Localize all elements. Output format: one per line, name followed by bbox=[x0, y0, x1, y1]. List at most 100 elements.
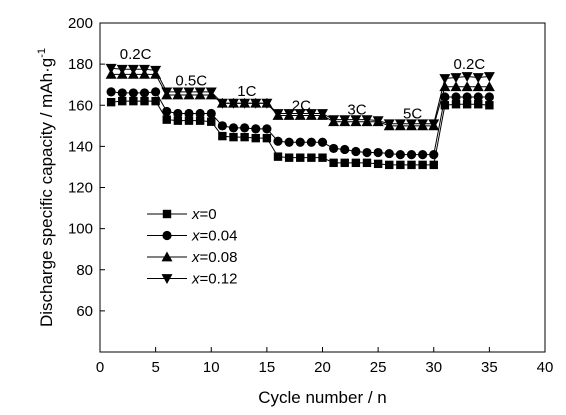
legend-variable: x bbox=[191, 249, 200, 266]
data-point bbox=[417, 119, 429, 130]
legend-value: =0.08 bbox=[200, 249, 238, 266]
data-point bbox=[216, 98, 228, 109]
data-point bbox=[307, 153, 316, 162]
data-point bbox=[240, 132, 249, 142]
data-point bbox=[195, 116, 205, 125]
data-point bbox=[162, 115, 171, 124]
data-point bbox=[351, 158, 361, 168]
y-tick-label: 80 bbox=[76, 262, 93, 279]
x-tick-label: 10 bbox=[203, 359, 220, 376]
data-point bbox=[418, 150, 428, 160]
legend-marker bbox=[162, 230, 172, 241]
data-point bbox=[373, 159, 383, 169]
data-point bbox=[139, 88, 150, 98]
data-point bbox=[474, 100, 483, 109]
data-point bbox=[250, 98, 262, 109]
data-point bbox=[340, 144, 350, 155]
legend-value: =0 bbox=[200, 206, 217, 223]
data-point bbox=[283, 109, 295, 119]
data-point bbox=[450, 81, 462, 92]
data-point bbox=[383, 119, 395, 130]
x-tick-label: 0 bbox=[96, 359, 104, 376]
data-point bbox=[127, 64, 139, 75]
y-axis-label-superscript: -1 bbox=[36, 48, 48, 58]
data-point bbox=[140, 96, 149, 106]
data-point bbox=[472, 81, 484, 92]
data-point bbox=[428, 119, 440, 130]
annotations: 0.2C 0.5C 1C 2C 3C 5C 0.2C bbox=[120, 46, 486, 123]
data-point bbox=[372, 116, 384, 127]
rate-annotation: 3C bbox=[347, 101, 366, 118]
legend-label: x=0.04 bbox=[191, 228, 237, 245]
legend: x=0x=0.04x=0.08x=0.12 bbox=[147, 206, 237, 288]
series-3 bbox=[105, 63, 495, 130]
data-point bbox=[129, 96, 138, 106]
data-point bbox=[173, 108, 183, 119]
data-point bbox=[462, 100, 472, 109]
data-point bbox=[228, 98, 239, 109]
y-tick-label: 60 bbox=[76, 303, 93, 320]
data-point bbox=[284, 137, 294, 147]
data-point bbox=[394, 119, 406, 130]
data-point bbox=[262, 133, 272, 143]
data-point bbox=[184, 116, 194, 125]
rate-annotation: 5C bbox=[403, 105, 422, 122]
data-point bbox=[340, 158, 349, 168]
data-point bbox=[205, 87, 217, 98]
data-point bbox=[362, 147, 372, 158]
data-point bbox=[251, 124, 261, 134]
legend-item: x=0 bbox=[147, 206, 217, 223]
data-point bbox=[461, 72, 473, 82]
legend-label: x=0.08 bbox=[191, 249, 237, 266]
data-point bbox=[116, 64, 128, 75]
data-point bbox=[295, 137, 305, 147]
data-point bbox=[429, 150, 439, 160]
data-point bbox=[173, 116, 183, 125]
data-point bbox=[418, 160, 427, 170]
x-tick-label: 5 bbox=[151, 359, 159, 376]
data-point bbox=[206, 108, 216, 119]
data-point bbox=[139, 64, 150, 75]
x-tick-label: 35 bbox=[481, 359, 498, 376]
data-point bbox=[317, 137, 328, 147]
x-tick-label: 30 bbox=[425, 359, 442, 376]
data-point bbox=[406, 150, 417, 160]
data-point bbox=[483, 81, 495, 92]
y-tick-label: 100 bbox=[68, 221, 93, 238]
data-point bbox=[362, 158, 372, 168]
data-point bbox=[351, 146, 361, 157]
rate-annotation: 0.2C bbox=[454, 56, 486, 73]
data-point bbox=[151, 96, 160, 106]
data-point bbox=[118, 96, 127, 106]
legend-value: =0.12 bbox=[200, 271, 238, 288]
data-point bbox=[328, 115, 340, 126]
data-point bbox=[228, 123, 239, 133]
x-tick-label: 20 bbox=[314, 359, 331, 376]
legend-marker bbox=[161, 274, 173, 284]
data-point bbox=[195, 108, 205, 119]
data-point bbox=[239, 98, 251, 109]
x-axis-label: Cycle number / n bbox=[258, 388, 387, 407]
data-point bbox=[172, 87, 184, 98]
data-point bbox=[150, 65, 162, 76]
data-point bbox=[284, 153, 294, 162]
x-tick-label: 25 bbox=[370, 359, 387, 376]
x-tick-label: 15 bbox=[259, 359, 276, 376]
data-point bbox=[483, 72, 495, 82]
data-point bbox=[472, 73, 484, 83]
y-tick-label: 180 bbox=[68, 56, 93, 73]
legend-marker bbox=[161, 251, 173, 262]
legend-marker bbox=[162, 209, 172, 219]
y-tick-label: 200 bbox=[68, 15, 93, 32]
series-1 bbox=[106, 87, 494, 160]
data-point bbox=[329, 143, 339, 154]
data-point bbox=[106, 87, 116, 97]
legend-variable: x bbox=[191, 206, 200, 223]
data-point bbox=[461, 81, 473, 92]
data-point bbox=[262, 124, 272, 134]
data-point bbox=[407, 160, 416, 170]
legend-variable: x bbox=[191, 271, 200, 288]
data-point bbox=[429, 160, 438, 170]
x-tick-label: 40 bbox=[537, 359, 554, 376]
